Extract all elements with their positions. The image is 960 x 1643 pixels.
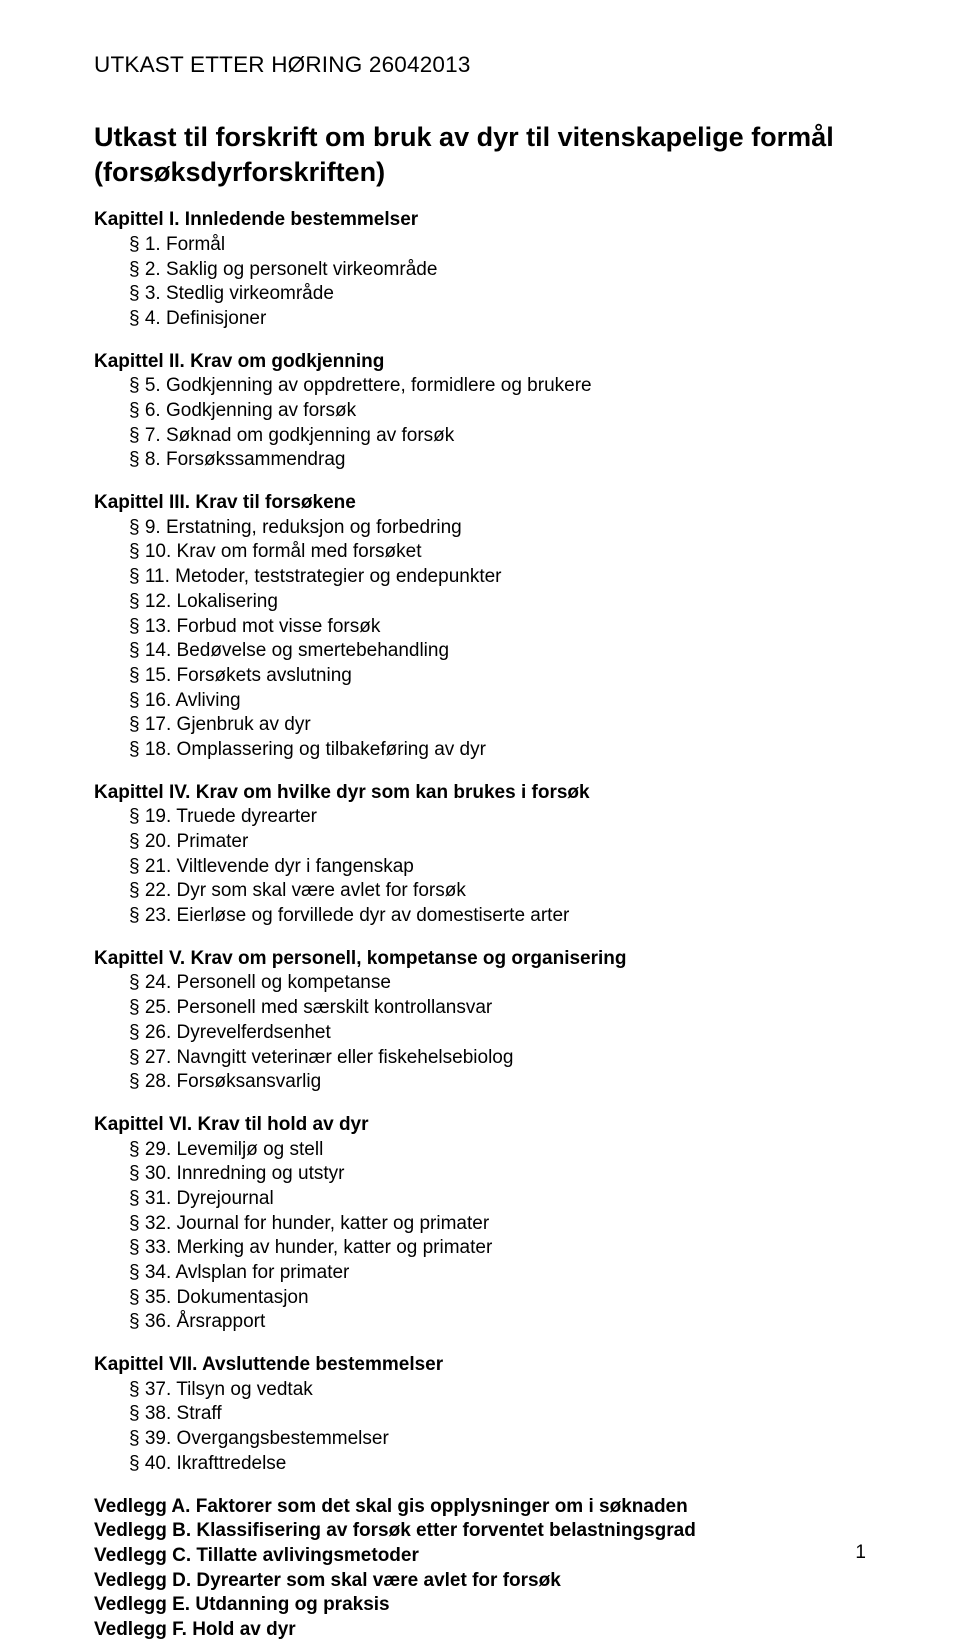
- chapter-title: Kapittel VI. Krav til hold av dyr: [94, 1113, 866, 1138]
- section-item: § 22. Dyr som skal være avlet for forsøk: [129, 879, 866, 904]
- appendix-text: Faktorer som det skal gis opplysninger o…: [190, 1496, 687, 1517]
- appendix-line: Vedlegg B. Klassifisering av forsøk ette…: [94, 1519, 866, 1544]
- section-item: § 23. Eierløse og forvillede dyr av dome…: [129, 904, 866, 929]
- chapter-title: Kapittel I. Innledende bestemmelser: [94, 208, 866, 233]
- section-item: § 34. Avlsplan for primater: [129, 1261, 866, 1286]
- appendix-line: Vedlegg C. Tillatte avlivingsmetoder: [94, 1544, 866, 1569]
- chapter-items: § 5. Godkjenning av oppdrettere, formidl…: [94, 374, 866, 473]
- document-title: Utkast til forskrift om bruk av dyr til …: [94, 120, 866, 190]
- appendix-label: Vedlegg A.: [94, 1496, 190, 1517]
- section-item: § 37. Tilsyn og vedtak: [129, 1378, 866, 1403]
- chapter-items: § 1. Formål§ 2. Saklig og personelt virk…: [94, 233, 866, 332]
- section-item: § 39. Overgangsbestemmelser: [129, 1427, 866, 1452]
- chapter: Kapittel II. Krav om godkjenning§ 5. God…: [94, 350, 866, 473]
- document-header: UTKAST ETTER HØRING 26042013: [94, 52, 866, 78]
- chapter: Kapittel I. Innledende bestemmelser§ 1. …: [94, 208, 866, 331]
- chapter-items: § 9. Erstatning, reduksjon og forbedring…: [94, 516, 866, 763]
- section-item: § 5. Godkjenning av oppdrettere, formidl…: [129, 374, 866, 399]
- section-item: § 3. Stedlig virkeområde: [129, 282, 866, 307]
- section-item: § 12. Lokalisering: [129, 590, 866, 615]
- chapter-title: Kapittel VII. Avsluttende bestemmelser: [94, 1353, 866, 1378]
- section-item: § 10. Krav om formål med forsøket: [129, 540, 866, 565]
- appendices-container: Vedlegg A. Faktorer som det skal gis opp…: [94, 1495, 866, 1643]
- section-item: § 36. Årsrapport: [129, 1310, 866, 1335]
- appendix-text: Dyrearter som skal være avlet for forsøk: [191, 1570, 561, 1591]
- section-item: § 16. Avliving: [129, 689, 866, 714]
- section-item: § 32. Journal for hunder, katter og prim…: [129, 1212, 866, 1237]
- section-item: § 40. Ikrafttredelse: [129, 1452, 866, 1477]
- title-line-1: Utkast til forskrift om bruk av dyr til …: [94, 122, 834, 152]
- section-item: § 27. Navngitt veterinær eller fiskehels…: [129, 1046, 866, 1071]
- section-item: § 33. Merking av hunder, katter og prima…: [129, 1236, 866, 1261]
- appendix-label: Vedlegg D.: [94, 1570, 191, 1591]
- section-item: § 35. Dokumentasjon: [129, 1286, 866, 1311]
- section-item: § 7. Søknad om godkjenning av forsøk: [129, 424, 866, 449]
- section-item: § 17. Gjenbruk av dyr: [129, 713, 866, 738]
- section-item: § 11. Metoder, teststrategier og endepun…: [129, 565, 866, 590]
- chapter-title: Kapittel V. Krav om personell, kompetans…: [94, 947, 866, 972]
- chapter: Kapittel VI. Krav til hold av dyr§ 29. L…: [94, 1113, 866, 1335]
- page-number: 1: [855, 1542, 866, 1564]
- appendix-line: Vedlegg D. Dyrearter som skal være avlet…: [94, 1569, 866, 1594]
- section-item: § 6. Godkjenning av forsøk: [129, 399, 866, 424]
- chapter-items: § 24. Personell og kompetanse§ 25. Perso…: [94, 971, 866, 1094]
- chapter: Kapittel III. Krav til forsøkene§ 9. Ers…: [94, 491, 866, 763]
- section-item: § 24. Personell og kompetanse: [129, 971, 866, 996]
- title-line-2: (forsøksdyrforskriften): [94, 157, 385, 187]
- section-item: § 13. Forbud mot visse forsøk: [129, 615, 866, 640]
- section-item: § 29. Levemiljø og stell: [129, 1138, 866, 1163]
- chapters-container: Kapittel I. Innledende bestemmelser§ 1. …: [94, 208, 866, 1476]
- appendix-line: Vedlegg F. Hold av dyr: [94, 1618, 866, 1643]
- section-item: § 31. Dyrejournal: [129, 1187, 866, 1212]
- appendix-text: Hold av dyr: [187, 1619, 296, 1640]
- chapter-title: Kapittel II. Krav om godkjenning: [94, 350, 866, 375]
- appendix-label: Vedlegg E.: [94, 1594, 190, 1615]
- section-item: § 28. Forsøksansvarlig: [129, 1070, 866, 1095]
- section-item: § 8. Forsøkssammendrag: [129, 448, 866, 473]
- section-item: § 14. Bedøvelse og smertebehandling: [129, 639, 866, 664]
- chapter: Kapittel IV. Krav om hvilke dyr som kan …: [94, 781, 866, 929]
- section-item: § 15. Forsøkets avslutning: [129, 664, 866, 689]
- chapter-items: § 37. Tilsyn og vedtak§ 38. Straff§ 39. …: [94, 1378, 866, 1477]
- chapter-items: § 29. Levemiljø og stell§ 30. Innredning…: [94, 1138, 866, 1336]
- section-item: § 21. Viltlevende dyr i fangenskap: [129, 855, 866, 880]
- section-item: § 26. Dyrevelferdsenhet: [129, 1021, 866, 1046]
- appendix-text: Utdanning og praksis: [190, 1594, 390, 1615]
- appendix-label: Vedlegg F.: [94, 1619, 187, 1640]
- section-item: § 19. Truede dyrearter: [129, 805, 866, 830]
- document-page: UTKAST ETTER HØRING 26042013 Utkast til …: [0, 0, 960, 1592]
- appendix-line: Vedlegg A. Faktorer som det skal gis opp…: [94, 1495, 866, 1520]
- section-item: § 25. Personell med særskilt kontrollans…: [129, 996, 866, 1021]
- section-item: § 38. Straff: [129, 1402, 866, 1427]
- appendix-label: Vedlegg C.: [94, 1545, 191, 1566]
- section-item: § 1. Formål: [129, 233, 866, 258]
- appendix-text: Tillatte avlivingsmetoder: [191, 1545, 419, 1566]
- section-item: § 30. Innredning og utstyr: [129, 1162, 866, 1187]
- section-item: § 9. Erstatning, reduksjon og forbedring: [129, 516, 866, 541]
- chapter: Kapittel VII. Avsluttende bestemmelser§ …: [94, 1353, 866, 1476]
- section-item: § 2. Saklig og personelt virkeområde: [129, 258, 866, 283]
- chapter-title: Kapittel IV. Krav om hvilke dyr som kan …: [94, 781, 866, 806]
- section-item: § 20. Primater: [129, 830, 866, 855]
- appendix-text: Klassifisering av forsøk etter forventet…: [191, 1520, 696, 1541]
- section-item: § 4. Definisjoner: [129, 307, 866, 332]
- appendix-line: Vedlegg E. Utdanning og praksis: [94, 1593, 866, 1618]
- section-item: § 18. Omplassering og tilbakeføring av d…: [129, 738, 866, 763]
- chapter-title: Kapittel III. Krav til forsøkene: [94, 491, 866, 516]
- appendix-label: Vedlegg B.: [94, 1520, 191, 1541]
- chapter-items: § 19. Truede dyrearter§ 20. Primater§ 21…: [94, 805, 866, 928]
- chapter: Kapittel V. Krav om personell, kompetans…: [94, 947, 866, 1095]
